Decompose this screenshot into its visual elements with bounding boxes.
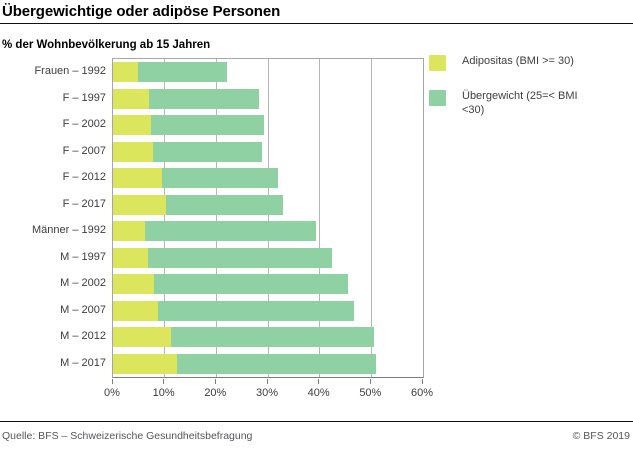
bar-segment-adipositas xyxy=(113,300,158,321)
bar-segment-uebergewicht xyxy=(177,353,377,374)
bar-row xyxy=(113,62,227,82)
bar-segment-adipositas xyxy=(113,115,152,135)
page-title: Übergewichtige oder adipöse Personen xyxy=(2,3,281,20)
bar-segment-uebergewicht xyxy=(144,221,317,241)
y-axis-label: F – 1997 xyxy=(62,91,106,104)
gridline-20 xyxy=(215,59,217,377)
bar-row xyxy=(113,88,259,109)
bar-row xyxy=(113,327,375,347)
y-axis-label: Frauen – 1992 xyxy=(34,65,106,78)
y-axis-label: F – 2002 xyxy=(62,118,106,131)
bar-row xyxy=(113,115,264,135)
y-axis-label: F – 2012 xyxy=(62,171,106,184)
x-axis-tick xyxy=(318,379,320,384)
y-axis-labels: Frauen – 1992 F – 1997 F – 2002 F – 2007 F –… xyxy=(0,58,106,378)
y-axis-label: M – 2002 xyxy=(60,277,106,290)
bar-row xyxy=(113,247,332,268)
bar-row xyxy=(113,300,355,321)
bar-row xyxy=(113,141,262,162)
legend-swatch-uebergewicht xyxy=(429,90,446,106)
bar-segment-uebergewicht xyxy=(165,194,284,215)
bar-row xyxy=(113,194,284,215)
bar-segment-adipositas xyxy=(113,168,162,188)
y-axis-label: M – 2007 xyxy=(60,303,106,316)
x-axis-tick xyxy=(369,379,371,384)
x-axis-tick xyxy=(111,379,113,384)
bar-row xyxy=(113,274,349,294)
x-axis-tick xyxy=(266,379,268,384)
x-axis-tick-label: 10% xyxy=(152,387,175,399)
gridline-10 xyxy=(164,59,166,377)
x-axis-tick-label: 50% xyxy=(359,387,382,399)
bar-segment-adipositas xyxy=(113,221,145,241)
y-axis-label: M – 2012 xyxy=(60,330,106,343)
y-axis-label: M – 1997 xyxy=(60,250,106,263)
x-axis-tick xyxy=(421,379,423,384)
y-axis-label: F – 2017 xyxy=(62,197,106,210)
gridline-50 xyxy=(370,59,372,377)
bar-segment-uebergewicht xyxy=(170,327,375,347)
gridline-40 xyxy=(319,59,321,377)
legend: Adipositas (BMI >= 30) Übergewicht (25=<… xyxy=(429,54,602,117)
legend-swatch-adipositas xyxy=(429,55,446,71)
source-text: Quelle: BFS – Schweizerische Gesundheits… xyxy=(2,430,253,442)
x-axis-tick-label: 30% xyxy=(255,387,279,399)
plot-area xyxy=(112,58,424,378)
legend-label-adipositas: Adipositas (BMI >= 30) xyxy=(462,55,574,67)
bar-segment-uebergewicht xyxy=(151,115,264,135)
bar-segment-adipositas xyxy=(113,327,171,347)
bar-segment-adipositas xyxy=(113,247,148,268)
bar-row xyxy=(113,221,317,241)
footer-rule xyxy=(0,421,633,422)
bar-segment-uebergewicht xyxy=(147,247,332,268)
x-axis-tick-label: 0% xyxy=(104,387,120,399)
footer: Quelle: BFS – Schweizerische Gesundheits… xyxy=(2,430,630,442)
x-axis-tick-label: 60% xyxy=(410,387,434,399)
chart-unit-label: % der Wohnbevölkerung ab 15 Jahren xyxy=(2,39,211,51)
bar-segment-adipositas xyxy=(113,88,150,109)
x-axis-tick-label: 40% xyxy=(307,387,330,399)
bar-segment-adipositas xyxy=(113,353,178,374)
x-axis-tick xyxy=(163,379,165,384)
x-axis-tick-label: 20% xyxy=(204,387,227,399)
bar-segment-adipositas xyxy=(113,62,138,82)
title-rule xyxy=(0,23,633,24)
x-axis-tick xyxy=(214,379,216,384)
legend-label-uebergewicht: Übergewicht (25=< BMI <30) xyxy=(462,90,578,116)
bar-segment-adipositas xyxy=(113,194,166,215)
bar-segment-uebergewicht xyxy=(137,62,227,82)
bar-row xyxy=(113,353,377,374)
bar-segment-uebergewicht xyxy=(157,300,355,321)
copyright-text: © BFS 2019 xyxy=(572,430,630,442)
legend-item-uebergewicht: Übergewicht (25=< BMI <30) xyxy=(429,89,602,117)
gridline-30 xyxy=(267,59,269,377)
legend-item-adipositas: Adipositas (BMI >= 30) xyxy=(429,54,602,71)
y-axis-label: F – 2007 xyxy=(62,144,106,157)
bar-segment-uebergewicht xyxy=(154,274,349,294)
bar-segment-uebergewicht xyxy=(153,141,262,162)
bar-segment-uebergewicht xyxy=(161,168,279,188)
y-axis-label: M – 2017 xyxy=(60,356,106,369)
bar-segment-adipositas xyxy=(113,274,155,294)
bar-segment-uebergewicht xyxy=(149,88,259,109)
bar-segment-adipositas xyxy=(113,141,154,162)
y-axis-label: Männer – 1992 xyxy=(32,224,106,237)
bar-row xyxy=(113,168,279,188)
